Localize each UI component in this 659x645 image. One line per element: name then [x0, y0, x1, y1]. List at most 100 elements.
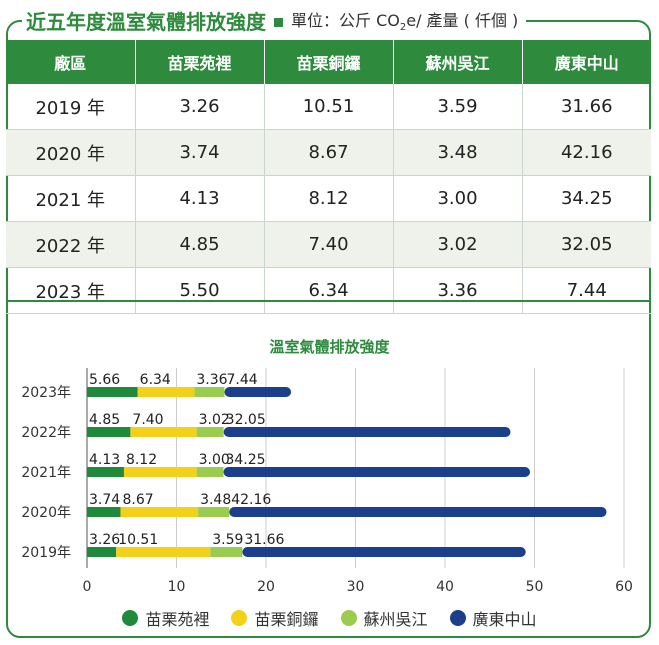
x-tick-label: 30: [347, 579, 365, 595]
table-cell: 4.85: [135, 221, 265, 268]
bar-segment: [224, 387, 292, 397]
legend-label: 苗栗銅鑼: [254, 610, 319, 629]
table-cell: 10.51: [264, 84, 394, 130]
column-header: 廠區: [6, 40, 136, 84]
table-header-row: 廠區 苗栗苑裡 苗栗銅鑼 蘇州吳江 廣東中山: [6, 40, 651, 84]
table-cell: 2023 年: [6, 267, 136, 314]
data-label: 8.12: [126, 452, 157, 468]
data-label: 32.05: [226, 412, 266, 428]
table-cell: 2022 年: [6, 221, 136, 268]
bar-segment: [196, 427, 224, 437]
chart-title: 溫室氣體排放強度: [269, 338, 390, 356]
legend-label: 蘇州吳江: [363, 610, 428, 629]
legend-item: 廣東中山: [449, 606, 537, 630]
header: 近五年度溫室氣體排放強度 單位：公斤 CO2e/ 產量 ( 仟個 ): [22, 6, 527, 35]
legend-swatch: [449, 610, 466, 626]
table-row: 2019 年 3.26 10.51 3.59 31.66: [6, 84, 651, 130]
x-tick-label: 50: [526, 579, 544, 595]
bar-segment: [194, 387, 225, 397]
table-cell: 5.50: [135, 267, 265, 314]
title-square-icon: [274, 18, 283, 27]
table-cell: 3.48: [393, 129, 523, 176]
bar-segment: [87, 427, 131, 437]
x-tick-label: 40: [436, 579, 454, 595]
data-label: 42.16: [231, 492, 271, 508]
table-cell: 3.36: [393, 267, 523, 314]
x-tick-label: 10: [168, 579, 186, 595]
data-label: 3.36: [196, 372, 227, 388]
y-category-label: 2019年: [21, 545, 71, 561]
data-label: 31.66: [244, 532, 284, 548]
table-cell: 7.44: [522, 267, 651, 314]
table-cell: 32.05: [522, 221, 651, 268]
legend-swatch: [122, 610, 139, 626]
table-row: 2023 年 5.50 6.34 3.36 7.44: [6, 267, 651, 314]
table-cell: 4.13: [135, 175, 265, 222]
y-category-label: 2022年: [21, 425, 71, 441]
bar-segment: [210, 547, 243, 557]
table-cell: 2020 年: [6, 129, 136, 176]
data-label: 3.48: [200, 492, 231, 508]
data-label: 7.40: [132, 412, 163, 428]
data-label: 6.34: [140, 372, 171, 388]
table-cell: 8.67: [264, 129, 394, 176]
bar-segment: [87, 507, 121, 517]
x-tick-label: 60: [615, 579, 633, 595]
table-cell: 2021 年: [6, 175, 136, 222]
x-tick-label: 0: [83, 579, 92, 595]
column-header: 廣東中山: [522, 40, 651, 84]
bar-segment: [130, 427, 197, 437]
data-label: 7.44: [226, 372, 257, 388]
stacked-bar-chart: 0 10 20 30 40 50 60 2023年 5.66 6.34 3.367.44 2022年 4…: [21, 368, 633, 595]
bar-segment: [120, 507, 199, 517]
data-label: 3.74: [89, 492, 120, 508]
data-label: 4.13: [89, 452, 120, 468]
bar-segment: [87, 467, 124, 477]
bar-segment: [87, 387, 138, 397]
legend-label: 苗栗苑裡: [145, 610, 210, 629]
table-cell: 6.34: [264, 267, 394, 314]
data-label: 3.00: [199, 452, 230, 468]
chart-legend: 苗栗苑裡 苗栗銅鑼 蘇州吳江 廣東中山: [0, 606, 659, 630]
table-cell: 3.26: [135, 84, 265, 130]
legend-item: 苗栗銅鑼: [231, 606, 319, 630]
data-label: 3.02: [199, 412, 230, 428]
legend-item: 蘇州吳江: [340, 606, 428, 630]
data-label: 3.59: [212, 532, 243, 548]
table-cell: 34.25: [522, 175, 651, 222]
legend-swatch: [231, 610, 248, 626]
table-cell: 3.74: [135, 129, 265, 176]
data-label: 34.25: [225, 452, 265, 468]
legend-item: 苗栗苑裡: [122, 606, 209, 630]
bar-segment: [123, 467, 197, 477]
bar-segment: [198, 507, 230, 517]
table-cell: 31.66: [522, 84, 651, 130]
table-cell: 3.02: [393, 221, 523, 268]
data-label: 3.26: [89, 532, 120, 548]
table-cell: 2019 年: [6, 84, 136, 130]
legend-swatch: [340, 610, 357, 626]
legend-label: 廣東中山: [472, 610, 537, 629]
data-label: 4.85: [89, 412, 120, 428]
bar-segment: [137, 387, 195, 397]
table-cell: 7.40: [264, 221, 394, 268]
column-header: 蘇州吳江: [393, 40, 523, 84]
table-row: 2021 年 4.13 8.12 3.00 34.25: [6, 175, 651, 222]
unit-label: 單位：公斤 CO2e/ 產量 ( 仟個 ): [291, 11, 519, 34]
x-tick-label: 20: [257, 579, 275, 595]
table-row: 2022 年 4.85 7.40 3.02 32.05: [6, 221, 651, 268]
page-title: 近五年度溫室氣體排放強度: [26, 10, 266, 34]
bar-segment: [223, 427, 511, 437]
bar-segment: [223, 467, 531, 477]
bar-segment: [196, 467, 224, 477]
section-divider: [6, 300, 651, 302]
bar-segment: [229, 507, 607, 517]
bar-segment: [87, 547, 117, 557]
bar-segment: [116, 547, 211, 557]
column-header: 苗栗銅鑼: [264, 40, 394, 84]
bar-segment: [242, 547, 526, 557]
table-cell: 42.16: [522, 129, 651, 176]
table-cell: 3.59: [393, 84, 523, 130]
column-header: 苗栗苑裡: [135, 40, 265, 84]
table-cell: 8.12: [264, 175, 394, 222]
